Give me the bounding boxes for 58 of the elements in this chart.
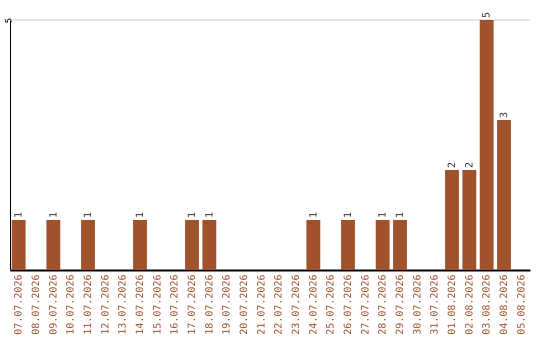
data-label: 1 xyxy=(308,212,320,218)
x-tick-label: 25.07.2026 xyxy=(326,274,337,335)
x-tick-label: 05.08.2026 xyxy=(516,274,528,335)
x-tick-label: 20.07.2026 xyxy=(239,274,250,335)
data-label: 1 xyxy=(14,212,25,218)
bar xyxy=(202,220,216,270)
x-tick-label: 09.07.2026 xyxy=(48,274,60,335)
data-label: 1 xyxy=(48,212,60,218)
x-tick-label: 13.07.2026 xyxy=(118,274,129,335)
x-tick-label: 02.08.2026 xyxy=(464,274,476,335)
x-tick-label: 07.07.2026 xyxy=(14,274,25,335)
x-tick-label: 04.08.2026 xyxy=(499,274,510,335)
x-tick-label: 08.07.2026 xyxy=(31,274,42,335)
x-tick-label: 15.07.2026 xyxy=(152,274,164,335)
x-tick-label: 23.07.2026 xyxy=(291,274,302,335)
x-tick-label: 11.07.2026 xyxy=(83,274,94,335)
x-tick-label: 31.07.2026 xyxy=(430,274,441,335)
x-tick-label: 26.07.2026 xyxy=(343,274,354,335)
bar xyxy=(341,220,355,270)
data-label: 1 xyxy=(378,212,389,218)
x-tick-label: 18.07.2026 xyxy=(204,274,216,335)
bar xyxy=(185,220,199,270)
x-tick-label: 01.08.2026 xyxy=(447,274,458,335)
bar xyxy=(393,220,407,270)
x-tick-label: 16.07.2026 xyxy=(170,274,181,335)
bar xyxy=(306,220,320,270)
data-label: 1 xyxy=(83,212,94,218)
bar xyxy=(497,120,511,270)
data-label: 3 xyxy=(499,112,510,118)
data-label: 1 xyxy=(135,212,146,218)
bar xyxy=(445,170,459,270)
x-tick-label: 24.07.2026 xyxy=(308,274,320,335)
data-label: 5 xyxy=(482,12,493,18)
data-label: 1 xyxy=(343,212,354,218)
data-label: 1 xyxy=(187,212,198,218)
x-tick-label: 12.07.2026 xyxy=(100,274,112,335)
bar xyxy=(480,20,494,270)
data-label: 1 xyxy=(204,212,216,218)
x-tick-label: 17.07.2026 xyxy=(187,274,198,335)
bar xyxy=(133,220,147,270)
bar xyxy=(462,170,476,270)
x-tick-label: 27.07.2026 xyxy=(360,274,372,335)
data-label: 2 xyxy=(447,162,458,168)
x-tick-label: 28.07.2026 xyxy=(378,274,389,335)
x-tick-label: 29.07.2026 xyxy=(395,274,406,335)
x-tick-label: 21.07.2026 xyxy=(256,274,268,335)
x-tick-label: 19.07.2026 xyxy=(222,274,233,335)
x-tick-label: 14.07.2026 xyxy=(135,274,146,335)
x-tick-label: 22.07.2026 xyxy=(274,274,285,335)
x-tick-label: 03.08.2026 xyxy=(482,274,493,335)
bar xyxy=(376,220,390,270)
x-tick-label: 10.07.2026 xyxy=(66,274,77,335)
bar xyxy=(81,220,95,270)
bar xyxy=(46,220,60,270)
x-tick-label: 30.07.2026 xyxy=(412,274,424,335)
data-label: 1 xyxy=(395,212,406,218)
bar xyxy=(12,220,26,270)
data-label: 2 xyxy=(464,162,476,168)
